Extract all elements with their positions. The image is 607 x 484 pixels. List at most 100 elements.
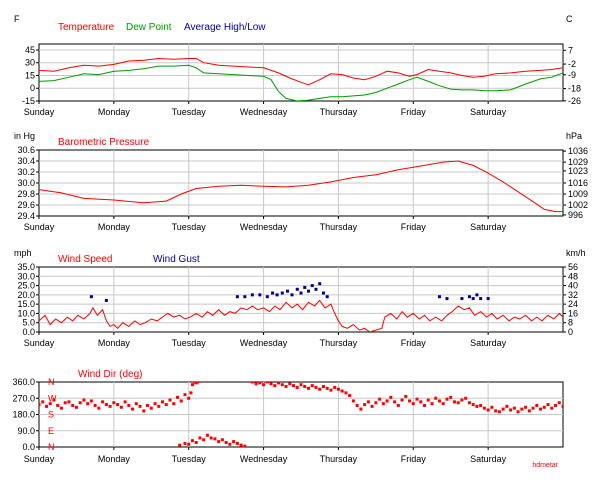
dir-point [74, 405, 78, 409]
temp-left-tick-label: 15 [25, 70, 35, 80]
dir-point [292, 384, 296, 388]
temp-day-label: Monday [98, 107, 131, 117]
wind-right-tick-label: 8 [568, 318, 573, 328]
wind-point [275, 293, 279, 297]
temp-day-label: Saturday [470, 107, 507, 117]
wind-left-tick-label: 15.0 [17, 299, 35, 309]
dir-point [224, 440, 228, 444]
dir-point [153, 402, 157, 406]
pressure-right-tick-label: 996 [568, 210, 583, 220]
dir-point [149, 406, 153, 410]
wind-point [265, 295, 269, 299]
dir-point [456, 401, 460, 405]
temp-left-tick-label: 45 [25, 45, 35, 55]
dir-point [303, 385, 307, 389]
pressure-left-unit: in Hg [14, 131, 35, 141]
pressure-panel: 30.630.430.230.029.829.629.4 103610291023… [14, 131, 588, 232]
dir-day-label: Wednesday [240, 454, 288, 464]
dir-point [542, 405, 546, 409]
dir-point [187, 442, 191, 446]
dir-point [97, 406, 101, 410]
dir-point [258, 382, 262, 385]
dir-point [127, 403, 131, 407]
dir-legend-0: Wind Dir (deg) [78, 369, 142, 380]
dir-day-label: Thursday [320, 454, 358, 464]
dir-point [310, 384, 314, 388]
temp-series-1 [39, 64, 563, 101]
dir-point [243, 444, 247, 447]
temp-day-label: Friday [401, 107, 427, 117]
dir-point [437, 399, 441, 403]
dir-point [190, 439, 194, 443]
wind-series-0 [39, 299, 563, 332]
dir-compass-label: E [48, 426, 54, 436]
dir-point [355, 403, 359, 407]
wind-right-tick-label: 0 [568, 327, 573, 337]
wind-left-unit: mph [14, 248, 32, 258]
dir-point [415, 397, 419, 401]
dir-point [44, 404, 48, 408]
pressure-right-tick-label: 1016 [568, 178, 588, 188]
dir-left-tick-label: 360.0 [12, 377, 35, 387]
dir-point [220, 438, 224, 442]
wind-right-tick-label: 16 [568, 308, 578, 318]
temp-right-tick-label: -26 [568, 96, 581, 106]
dir-point [426, 398, 430, 402]
temp-left-tick-label: 30 [25, 58, 35, 68]
wind-point [445, 297, 449, 301]
dir-point [48, 402, 52, 406]
dir-point [494, 409, 498, 413]
dir-point [344, 391, 348, 395]
dir-compass-label: S [48, 410, 54, 420]
dir-point [423, 403, 427, 407]
wind-right-tick-label: 24 [568, 299, 578, 309]
dir-point [93, 403, 97, 407]
dir-point [505, 404, 509, 408]
dir-left-tick-label: 270.0 [12, 393, 35, 403]
dir-point [366, 400, 370, 404]
pressure-right-unit: hPa [566, 131, 582, 141]
wind-legend-0: Wind Speed [58, 254, 112, 265]
dir-point [400, 398, 404, 402]
wind-series-1 [89, 282, 490, 302]
pressure-day-label: Thursday [320, 222, 358, 232]
dir-point [497, 410, 501, 414]
dir-point [175, 395, 179, 399]
pressure-day-label: Wednesday [240, 222, 288, 232]
temp-panel: 45 30 15 0 -15 7 -2-9 -18 -26 Sunday Monday Tuesday… [14, 14, 581, 117]
dir-point [501, 407, 505, 411]
dir-point [198, 436, 202, 440]
temp-right-tick-label: 7 [568, 45, 573, 55]
dir-point [112, 401, 116, 405]
dir-point [561, 404, 563, 408]
dir-point [475, 404, 479, 408]
pressure-left-tick-label: 29.8 [17, 189, 35, 199]
dir-point [288, 382, 292, 386]
pressure-right-tick-label: 1029 [568, 157, 588, 167]
temp-day-label: Thursday [320, 107, 358, 117]
wind-point [479, 297, 483, 301]
pressure-left-tick-label: 30.4 [17, 156, 35, 166]
dir-point [63, 401, 67, 405]
dir-compass-label: N [48, 442, 55, 452]
dir-point [329, 388, 333, 392]
dir-point [441, 402, 445, 406]
wind-point [318, 282, 322, 286]
temp-day-label: Tuesday [172, 107, 207, 117]
dir-point [104, 403, 108, 407]
dir-point [205, 433, 209, 437]
dir-point [196, 382, 200, 384]
temp-frame [38, 43, 564, 102]
dir-point [512, 406, 516, 410]
dir-point [449, 395, 453, 399]
dir-point [434, 396, 438, 400]
wind-point [290, 293, 294, 297]
dir-day-label: Monday [98, 454, 131, 464]
wind-point [460, 297, 464, 301]
wind-day-label: Wednesday [240, 338, 288, 348]
dir-point [250, 382, 254, 384]
dir-compass-label: N [48, 377, 55, 387]
dir-left-tick-label: 90.0 [17, 426, 35, 436]
